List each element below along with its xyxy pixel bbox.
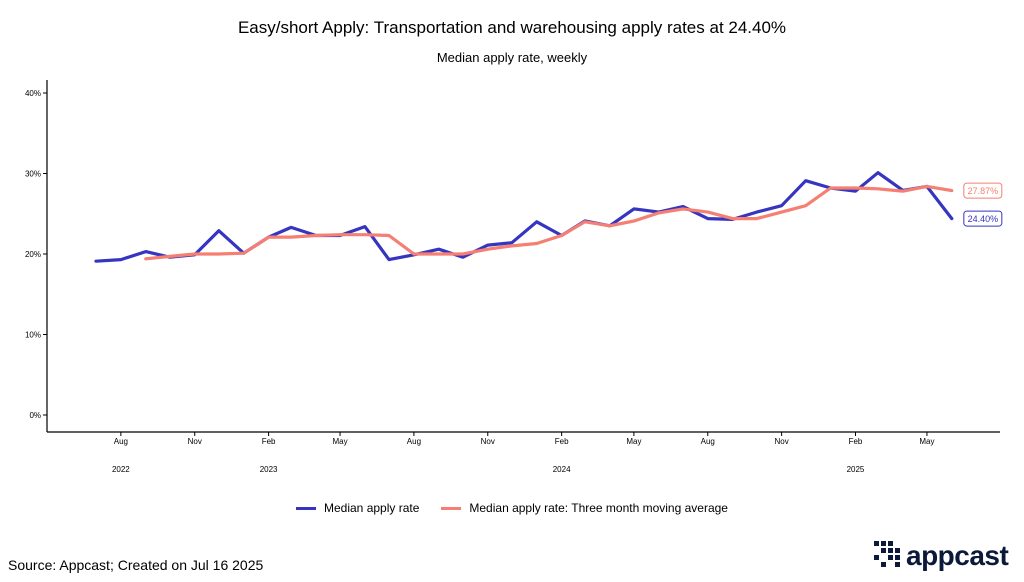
x-tick-label: Aug: [114, 437, 128, 446]
legend-label-moving-average: Median apply rate: Three month moving av…: [469, 501, 728, 515]
x-tick-label: Nov: [775, 437, 789, 446]
chart-legend: Median apply rate Median apply rate: Thr…: [0, 501, 1024, 515]
x-year-label: 2024: [553, 465, 571, 474]
x-tick-label: Nov: [188, 437, 202, 446]
source-note: Source: Appcast; Created on Jul 16 2025: [8, 557, 264, 573]
x-tick-label: Feb: [555, 437, 569, 446]
x-tick-label: May: [626, 437, 641, 446]
y-tick-label: 20%: [25, 250, 41, 259]
end-label-median: 24.40%: [968, 214, 999, 224]
x-tick-label: Feb: [262, 437, 276, 446]
legend-item-moving-average: Median apply rate: Three month moving av…: [441, 501, 728, 515]
x-tick-label: Nov: [481, 437, 495, 446]
chart-subtitle: Median apply rate, weekly: [436, 50, 588, 65]
end-label-box-moving-average: [963, 182, 1003, 199]
legend-item-median: Median apply rate: [296, 501, 419, 515]
legend-swatch-median: [296, 506, 316, 510]
x-tick-label: Aug: [701, 437, 715, 446]
x-tick-label: May: [332, 437, 347, 446]
y-tick-label: 30%: [25, 170, 41, 179]
x-tick-label: May: [919, 437, 934, 446]
x-year-label: 2025: [847, 465, 865, 474]
x-year-label: 2022: [112, 465, 130, 474]
appcast-logo: appcast: [874, 540, 1009, 572]
x-tick-label: Feb: [849, 437, 863, 446]
x-year-label: 2023: [260, 465, 278, 474]
legend-swatch-moving-average: [441, 506, 462, 510]
series-line-moving-average: [144, 184, 954, 261]
end-label-moving-average: 27.87%: [968, 186, 999, 196]
y-tick-label: 40%: [25, 89, 41, 98]
y-tick-label: 10%: [25, 331, 41, 340]
chart-title: Easy/short Apply: Transportation and war…: [237, 18, 787, 37]
y-tick-label: 0%: [29, 411, 41, 420]
line-chart: 0% 10% 20% 30% 40% Aug Nov Feb May Aug Nov Feb May Au…: [25, 80, 1003, 474]
series-line-median: [94, 171, 954, 263]
appcast-logo-icon: [874, 541, 900, 567]
x-tick-label: Aug: [407, 437, 421, 446]
legend-label-median: Median apply rate: [324, 501, 420, 515]
appcast-logo-text: appcast: [906, 540, 1009, 571]
end-label-box-median: [963, 210, 1003, 227]
